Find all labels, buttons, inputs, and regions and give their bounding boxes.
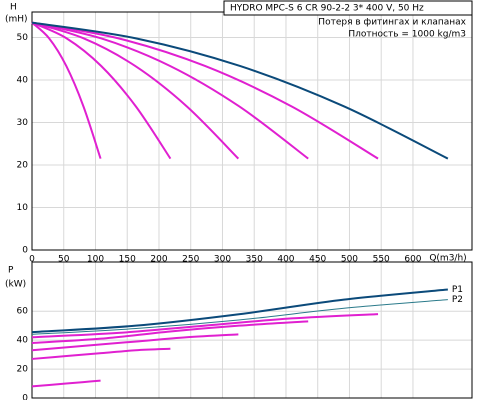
y-label: H [10,3,17,13]
x-tick-label: 400 [277,255,294,265]
y-tick-label: 0 [22,394,28,400]
x-label: Q(m3/h) [429,254,466,264]
curve [31,299,448,335]
y-tick-label: 60 [17,307,29,317]
plot-frame [31,261,473,399]
x-tick-label: 50 [58,255,70,265]
y-tick-label: 0 [22,246,28,256]
header-box [223,0,473,16]
y-tick-label: 20 [17,365,29,375]
curve [31,21,240,160]
plot-frame [31,11,473,251]
curve [31,320,309,345]
x-tick-label: 550 [373,255,390,265]
y-label: (mH) [5,15,28,25]
y-tick-label: 50 [17,33,29,43]
y-tick-label: 40 [17,336,29,346]
note: Потеря в фитингах и клапанах [318,18,466,28]
curve [31,21,172,160]
x-tick-label: 250 [182,255,199,265]
note: Плотность = 1000 kg/m3 [348,30,466,40]
curve [31,313,379,339]
curve [31,288,448,334]
x-tick-label: 450 [309,255,326,265]
series-label: P1 [452,285,463,295]
x-tick-label: 350 [246,255,263,265]
x-tick-label: 0 [29,255,35,265]
x-tick-label: 100 [87,255,104,265]
y-tick-label: 10 [17,203,29,213]
header: HYDRO MPC-S 6 CR 90-2-2 3* 400 V, 50 Hz [230,4,424,14]
y-label: P [8,266,14,276]
curve [31,347,171,360]
y-tick-label: 30 [17,118,29,128]
y-tick-label: 40 [17,76,29,86]
curve [31,333,239,352]
x-tick-label: 200 [150,255,167,265]
x-tick-label: 500 [341,255,358,265]
curve [31,379,101,388]
curve [31,21,379,160]
x-tick-label: 300 [214,255,231,265]
x-tick-label: 150 [119,255,136,265]
curve [31,21,449,160]
series-label: P2 [452,295,463,305]
curve [31,21,102,159]
x-tick-label: 600 [404,255,421,265]
curve [31,21,309,160]
y-label: (kW) [5,280,26,290]
y-tick-label: 20 [17,161,29,171]
